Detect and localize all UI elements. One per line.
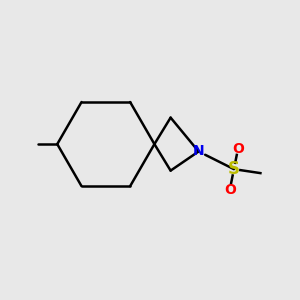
Text: N: N — [193, 145, 204, 158]
Text: S: S — [228, 160, 240, 178]
Text: O: O — [232, 142, 244, 155]
Text: O: O — [224, 183, 236, 197]
